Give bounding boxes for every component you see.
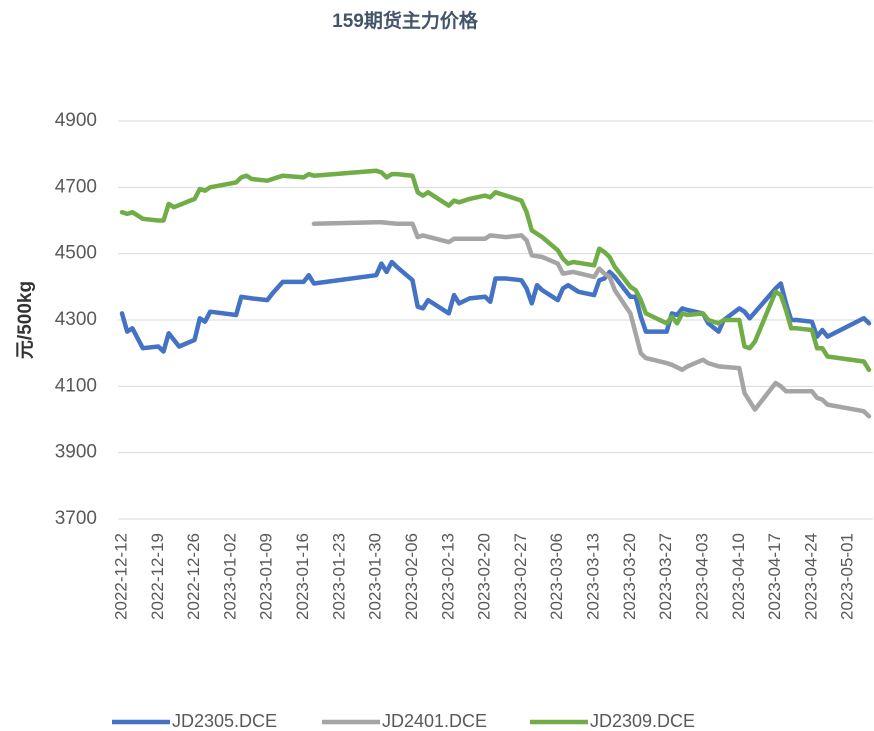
- y-tick-label: 3700: [55, 508, 97, 529]
- y-tick-label: 4900: [55, 110, 97, 131]
- y-tick-label: 4700: [55, 176, 97, 197]
- x-tick-label: 2023-04-17: [765, 533, 784, 620]
- x-tick-label: 2023-02-27: [511, 533, 530, 620]
- x-tick-label: 2022-12-26: [184, 533, 203, 620]
- x-tick-label: 2022-12-12: [111, 533, 130, 620]
- x-tick-label: 2023-03-13: [584, 533, 603, 620]
- series-line: [311, 219, 872, 419]
- legend-label: JD2309.DCE: [590, 711, 695, 731]
- y-tick-label: 3900: [55, 442, 97, 463]
- x-tick-label: 2023-01-23: [329, 533, 348, 620]
- x-tick-label: 2023-04-03: [692, 533, 711, 620]
- chart-title: 159期货主力价格: [332, 9, 479, 32]
- x-tick-label: 2023-02-06: [402, 533, 421, 620]
- y-axis-label: 元/500kg: [15, 281, 36, 359]
- x-tick-label: 2023-03-27: [656, 533, 675, 620]
- x-tick-label: 2023-03-20: [620, 533, 639, 620]
- x-tick-label: 2023-05-01: [838, 533, 857, 620]
- series-line: [119, 168, 872, 373]
- x-tick-label: 2023-03-06: [547, 533, 566, 620]
- legend-label: JD2401.DCE: [382, 711, 487, 731]
- x-tick-label: 2023-02-13: [438, 533, 457, 620]
- x-tick-label: 2022-12-19: [148, 533, 167, 620]
- x-tick-label: 2023-02-20: [475, 533, 494, 620]
- series-line: [119, 259, 872, 354]
- x-tick-label: 2023-04-10: [729, 533, 748, 620]
- y-tick-label: 4300: [55, 309, 97, 330]
- x-tick-label: 2023-01-09: [257, 533, 276, 620]
- y-tick-label: 4500: [55, 243, 97, 264]
- legend-label: JD2305.DCE: [172, 711, 277, 731]
- y-tick-label: 4100: [55, 375, 97, 396]
- x-tick-label: 2023-01-02: [220, 533, 239, 620]
- x-tick-label: 2023-01-16: [293, 533, 312, 620]
- x-tick-label: 2023-04-24: [801, 533, 820, 620]
- x-tick-label: 2023-01-30: [366, 533, 385, 620]
